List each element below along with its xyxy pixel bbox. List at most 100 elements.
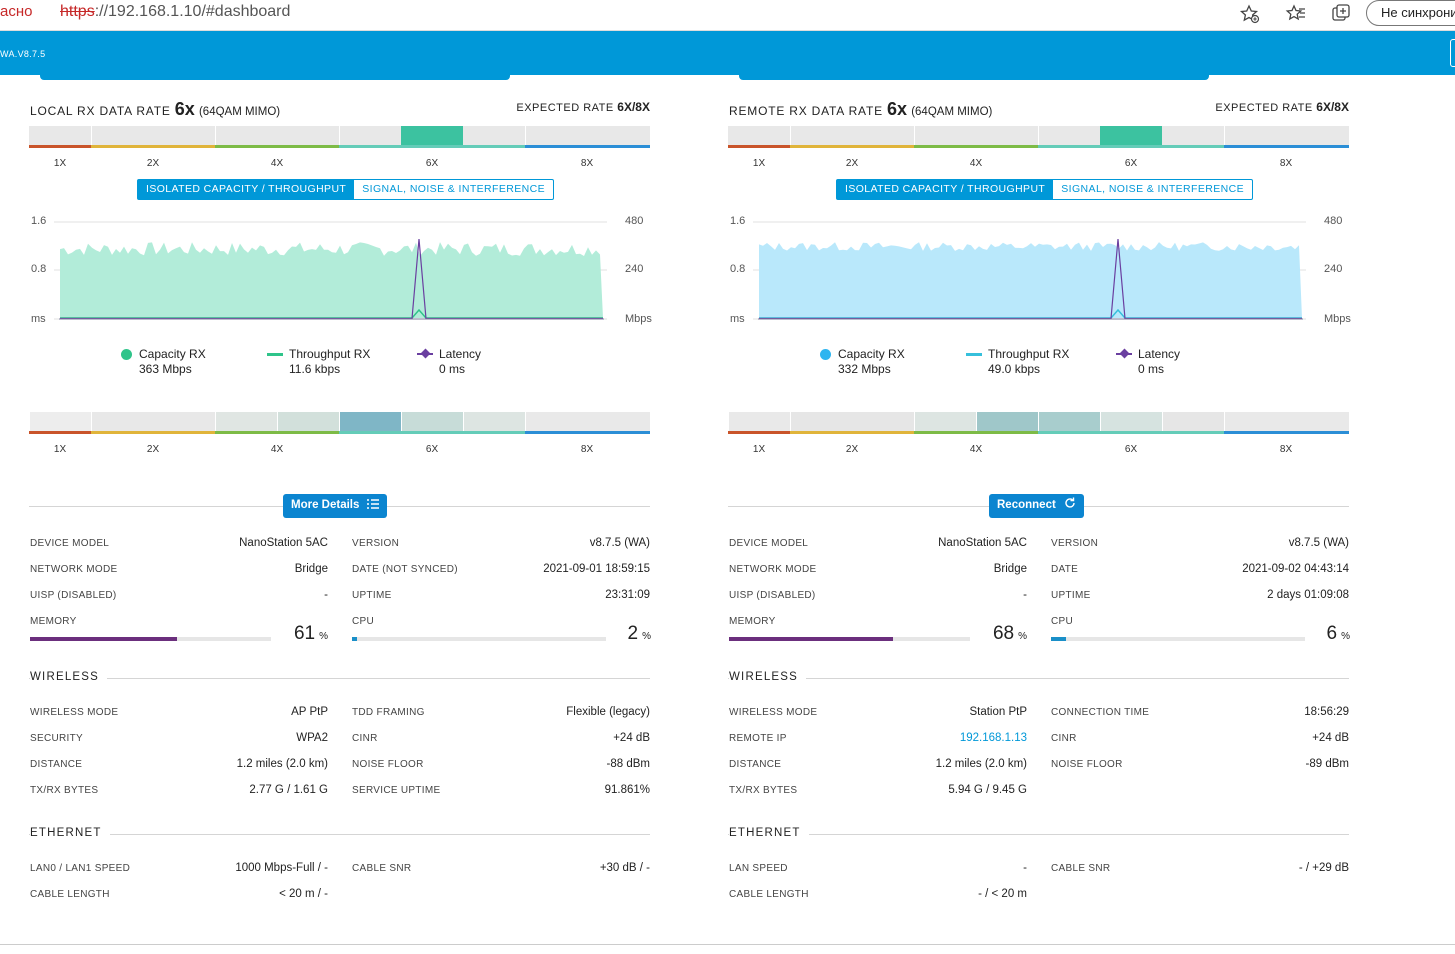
- axis-label-left-mid: 0.8: [730, 263, 746, 275]
- rate-tick-label: 4X: [969, 158, 983, 169]
- legend-value: 49.0 kbps: [988, 362, 1041, 376]
- remote-ip-label: REMOTE IP: [729, 733, 787, 744]
- percent-unit: %: [642, 631, 651, 642]
- collections-icon[interactable]: [1329, 2, 1353, 26]
- expected-value: 6X/8X: [1316, 100, 1349, 114]
- service-uptime-value: 91.861%: [604, 784, 650, 796]
- percent-unit: %: [1341, 631, 1350, 642]
- url-path: ://192.168.1.10/#dashboard: [94, 3, 291, 20]
- rate-tick-label: 2X: [845, 158, 859, 169]
- axis-label-left-top: 1.6: [31, 215, 47, 227]
- expected-rate: EXPECTED RATE 6X/8X: [1215, 100, 1349, 114]
- rx-chart: 1.6 0.8 ms 480 240 Mbps: [29, 215, 652, 330]
- cable-snr-value: - / +29 dB: [1298, 862, 1349, 874]
- throughput-line-icon: [966, 353, 982, 356]
- tab-capacity-throughput[interactable]: ISOLATED CAPACITY / THROUGHPUT: [837, 180, 1054, 199]
- legend-name: Capacity RX: [838, 347, 905, 361]
- legend-name: Latency: [1138, 347, 1181, 361]
- noise-floor-label: NOISE FLOOR: [352, 759, 424, 770]
- histogram-segment: [277, 412, 339, 434]
- histogram-rate-bar: [29, 412, 650, 434]
- noise-floor-value: -89 dBm: [1305, 758, 1349, 770]
- version-value: v8.7.5 (WA): [589, 537, 650, 549]
- legend-item: Throughput RX 49.0 kbps: [966, 347, 1070, 377]
- network-mode-label: NETWORK MODE: [30, 564, 118, 575]
- security-indicator[interactable]: асно: [0, 3, 33, 20]
- expected-label: EXPECTED RATE: [1215, 102, 1313, 114]
- axis-label-right-top: 480: [625, 215, 644, 227]
- histogram-segment: [976, 412, 1038, 434]
- chart-mode-toggle: ISOLATED CAPACITY / THROUGHPUT SIGNAL, NO…: [137, 179, 554, 200]
- current-rate-segment: [1100, 126, 1162, 148]
- cpu-label: CPU: [1051, 616, 1074, 627]
- uptime-label: UPTIME: [352, 590, 392, 601]
- uisp-value: -: [1023, 589, 1027, 601]
- rate-tick-label: 1X: [752, 444, 766, 455]
- wireless-mode-label: WIRELESS MODE: [30, 707, 119, 718]
- address-bar[interactable]: https://192.168.1.10/#dashboard: [60, 3, 290, 21]
- histogram-segment: [215, 412, 277, 434]
- rate-color-stripe: [215, 431, 339, 434]
- profile-sync-button[interactable]: Не синхрониз: [1366, 0, 1455, 26]
- local-tab-strip[interactable]: [40, 72, 510, 80]
- axis-label-left-top: 1.6: [730, 215, 746, 227]
- axis-label-left-mid: 0.8: [31, 263, 47, 275]
- rate-color-stripe: [914, 145, 1038, 148]
- current-rate: 6x: [174, 99, 195, 119]
- axis-label-right-mid: 240: [1324, 263, 1343, 275]
- rate-color-stripe: [1224, 431, 1349, 434]
- legend-name: Throughput RX: [988, 347, 1070, 361]
- cable-length-label: CABLE LENGTH: [30, 889, 110, 900]
- axis-label-left-unit: ms: [31, 313, 46, 325]
- rate-divider: [790, 126, 791, 148]
- uptime-value: 2 days 01:09:08: [1267, 589, 1349, 601]
- device-model-value: NanoStation 5AC: [938, 537, 1027, 549]
- lan-speed-label: LAN SPEED: [729, 863, 788, 874]
- rate-tick-label: 1X: [752, 158, 766, 169]
- favorites-icon[interactable]: [1284, 2, 1308, 26]
- header-menu-button[interactable]: [1450, 39, 1455, 67]
- rate-divider: [339, 126, 340, 148]
- rate-tick-label: 4X: [270, 158, 284, 169]
- tab-capacity-throughput[interactable]: ISOLATED CAPACITY / THROUGHPUT: [138, 180, 355, 199]
- tab-signal-noise[interactable]: SIGNAL, NOISE & INTERFERENCE: [362, 183, 545, 195]
- tab-signal-noise[interactable]: SIGNAL, NOISE & INTERFERENCE: [1061, 183, 1244, 195]
- footer-divider: [0, 944, 1455, 945]
- remote-device-panel: REMOTE RX DATA RATE 6x (64QAM MIMO) EXPEC…: [728, 75, 1351, 945]
- wireless-mode-value: Station PtP: [969, 706, 1027, 718]
- local-device-panel: LOCAL RX DATA RATE 6x (64QAM MIMO) EXPECT…: [29, 75, 652, 945]
- rate-tick-label: 1X: [53, 444, 67, 455]
- rate-tick-label: 2X: [146, 444, 160, 455]
- rate-color-stripe: [790, 145, 914, 148]
- cpu-meter-fill: [352, 637, 358, 641]
- ethernet-divider: [29, 834, 650, 835]
- service-uptime-label: SERVICE UPTIME: [352, 785, 441, 796]
- axis-label-right-unit: Mbps: [1324, 313, 1351, 325]
- expected-rate: EXPECTED RATE 6X/8X: [516, 100, 650, 114]
- remote-ip-value[interactable]: 192.168.1.13: [959, 732, 1027, 744]
- more-details-button[interactable]: More Details: [283, 494, 388, 518]
- version-value: v8.7.5 (WA): [1288, 537, 1349, 549]
- diamond-marker: [420, 348, 431, 359]
- rate-tick-label: 4X: [270, 444, 284, 455]
- memory-percent: 68%: [993, 623, 1027, 645]
- legend-item: Capacity RX 332 Mbps: [820, 347, 905, 377]
- wireless-heading: WIRELESS: [30, 671, 108, 683]
- network-mode-label: NETWORK MODE: [729, 564, 817, 575]
- capacity-dot-icon: [820, 349, 831, 360]
- histogram-segment: [463, 412, 525, 434]
- percent-unit: %: [1018, 631, 1027, 642]
- add-favorite-icon[interactable]: [1237, 2, 1261, 26]
- histogram-segment: [1038, 412, 1100, 434]
- capacity-area: [759, 242, 1302, 318]
- expected-value: 6X/8X: [617, 100, 650, 114]
- rate-color-stripe: [1038, 431, 1224, 434]
- txrx-bytes-value: 2.77 G / 1.61 G: [249, 784, 328, 796]
- distance-label: DISTANCE: [30, 759, 83, 770]
- date-value: 2021-09-02 04:43:14: [1242, 563, 1349, 575]
- reconnect-button[interactable]: Reconnect: [989, 494, 1084, 518]
- rate-color-stripe: [29, 431, 91, 434]
- remote-tab-strip[interactable]: [739, 72, 1209, 80]
- cpu-meter: [352, 637, 606, 641]
- cinr-label: CINR: [1051, 733, 1077, 744]
